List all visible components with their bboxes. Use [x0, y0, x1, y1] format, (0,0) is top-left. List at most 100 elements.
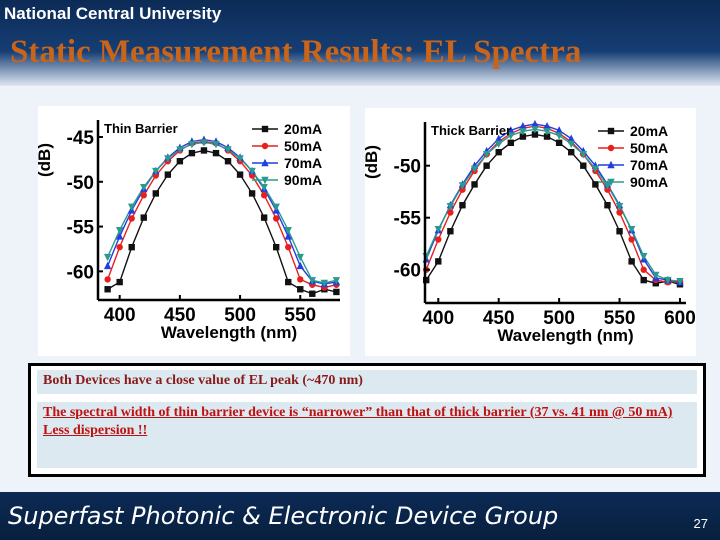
marker — [471, 181, 478, 188]
marker — [320, 279, 329, 288]
marker — [567, 134, 575, 142]
legend-marker — [261, 176, 269, 185]
marker — [188, 149, 196, 157]
marker — [676, 277, 684, 286]
marker — [224, 146, 232, 154]
marker — [435, 258, 442, 265]
legend-marker — [261, 142, 269, 150]
chart-title: Thin Barrier — [104, 121, 178, 136]
marker — [495, 134, 503, 142]
note: The spectral width of thin barrier devic… — [37, 402, 697, 468]
marker — [507, 139, 514, 147]
marker — [507, 126, 515, 134]
marker — [446, 203, 455, 211]
marker — [260, 214, 268, 221]
x-tick-label: 450 — [483, 308, 515, 329]
x-tick-label: 400 — [104, 305, 136, 326]
marker — [296, 261, 304, 270]
x-tick-label: 450 — [164, 305, 196, 326]
marker — [297, 286, 304, 293]
marker — [188, 140, 196, 149]
legend-label: 20mA — [284, 121, 322, 137]
marker — [507, 132, 515, 140]
charts: 400 450 500 550 -45 -50 -55 -60 Wavelength (nm) (… — [35, 106, 696, 356]
marker — [579, 151, 587, 159]
marker — [236, 155, 244, 163]
marker — [616, 228, 623, 235]
marker — [272, 243, 280, 251]
footer-bar: Superfast Photonic & Electronic Device G… — [0, 492, 720, 540]
marker — [116, 243, 123, 251]
marker — [104, 286, 111, 293]
series-line — [425, 123, 681, 283]
x-tick-label: 500 — [224, 305, 256, 326]
marker — [128, 215, 135, 222]
marker — [616, 209, 623, 216]
marker — [309, 290, 316, 297]
marker — [236, 171, 244, 178]
marker — [224, 157, 232, 165]
marker — [140, 192, 147, 199]
marker — [297, 276, 304, 283]
marker — [519, 133, 527, 140]
marker — [603, 182, 612, 190]
marker — [580, 162, 587, 169]
group-name: Superfast Photonic & Electronic Device G… — [8, 502, 559, 530]
marker — [332, 277, 341, 285]
marker — [104, 276, 111, 283]
marker — [176, 157, 184, 165]
marker — [519, 121, 527, 130]
marker — [519, 128, 527, 136]
marker — [176, 146, 184, 154]
note: The spectral width of thin barrier devic… — [43, 405, 673, 420]
marker — [458, 182, 467, 190]
x-tick-label: 500 — [543, 308, 575, 329]
marker — [200, 139, 208, 147]
marker — [272, 203, 280, 212]
marker — [555, 132, 563, 140]
x-axis-label: Wavelength (nm) — [497, 326, 633, 345]
marker — [640, 252, 648, 261]
x-tick-label: 400 — [422, 308, 454, 329]
y-tick-label: -55 — [67, 218, 95, 239]
y-tick-label: -55 — [394, 209, 422, 230]
chart-background — [38, 106, 350, 356]
y-tick-label: -50 — [67, 173, 94, 194]
legend-label: 20mA — [630, 123, 668, 139]
marker — [128, 203, 136, 212]
marker — [531, 126, 539, 134]
marker — [164, 155, 172, 163]
marker — [567, 140, 575, 149]
header-bar: National Central University Static Measu… — [0, 0, 720, 86]
marker — [495, 148, 502, 156]
marker — [284, 226, 292, 235]
legend-marker — [607, 160, 615, 169]
legend-label: 70mA — [630, 157, 668, 173]
marker — [652, 271, 660, 280]
marker — [212, 140, 220, 149]
marker — [333, 288, 340, 296]
marker — [592, 181, 599, 188]
marker — [140, 183, 148, 192]
y-axis-label: (dB) — [362, 145, 381, 179]
y-tick-label: -45 — [67, 128, 95, 149]
notes-box: Both Devices have a close value of EL pe… — [28, 363, 706, 477]
marker — [140, 214, 147, 221]
marker — [435, 236, 442, 243]
marker — [248, 167, 256, 176]
legend-label: 70mA — [284, 155, 322, 171]
legend-marker — [607, 144, 615, 152]
marker — [152, 167, 160, 176]
y-tick-label: -60 — [67, 262, 94, 283]
marker — [248, 190, 256, 197]
marker — [495, 140, 503, 149]
marker — [470, 165, 479, 174]
x-axis-label: Wavelength (nm) — [161, 323, 297, 342]
marker — [615, 203, 624, 211]
page-number: 27 — [693, 516, 708, 531]
marker — [543, 128, 551, 136]
y-axis-label: (dB) — [35, 143, 54, 177]
university: National Central University — [4, 4, 222, 23]
marker — [260, 183, 268, 192]
